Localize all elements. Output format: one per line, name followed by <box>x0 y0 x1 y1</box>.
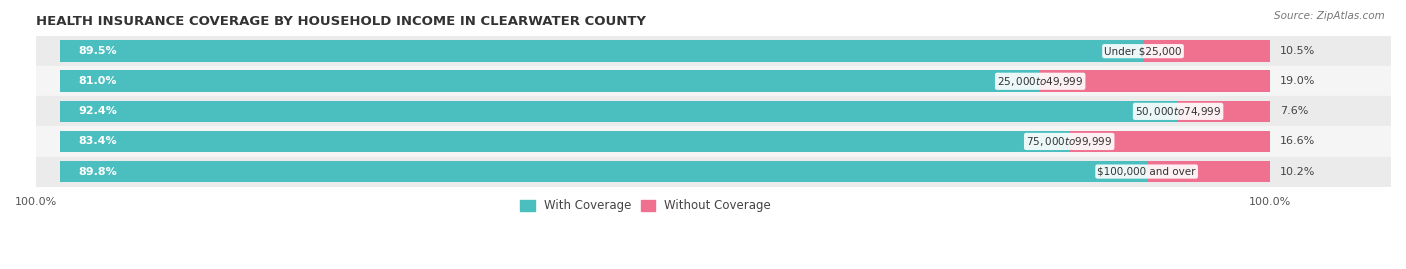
Text: 89.5%: 89.5% <box>79 46 117 56</box>
Bar <box>60 131 1069 152</box>
Legend: With Coverage, Without Coverage: With Coverage, Without Coverage <box>515 193 778 218</box>
Bar <box>1069 131 1270 152</box>
Text: 92.4%: 92.4% <box>79 106 117 116</box>
Text: 7.6%: 7.6% <box>1279 106 1308 116</box>
Text: 83.4%: 83.4% <box>79 136 117 146</box>
Text: $75,000 to $99,999: $75,000 to $99,999 <box>1026 135 1112 148</box>
Text: $25,000 to $49,999: $25,000 to $49,999 <box>997 75 1084 88</box>
Bar <box>1040 70 1270 92</box>
Bar <box>60 161 1147 182</box>
Bar <box>60 70 1040 92</box>
Text: 81.0%: 81.0% <box>79 76 117 86</box>
Text: 16.6%: 16.6% <box>1279 136 1315 146</box>
Text: 10.2%: 10.2% <box>1279 167 1315 176</box>
Bar <box>60 40 1143 62</box>
Text: HEALTH INSURANCE COVERAGE BY HOUSEHOLD INCOME IN CLEARWATER COUNTY: HEALTH INSURANCE COVERAGE BY HOUSEHOLD I… <box>37 15 647 28</box>
Bar <box>1178 101 1270 122</box>
Text: $100,000 and over: $100,000 and over <box>1098 167 1197 176</box>
Bar <box>37 66 1391 96</box>
Text: 19.0%: 19.0% <box>1279 76 1315 86</box>
Bar <box>37 36 1391 66</box>
Bar <box>37 157 1391 187</box>
Text: 89.8%: 89.8% <box>79 167 117 176</box>
Text: $50,000 to $74,999: $50,000 to $74,999 <box>1135 105 1222 118</box>
Text: Under $25,000: Under $25,000 <box>1104 46 1182 56</box>
Bar <box>60 101 1178 122</box>
Bar <box>1147 161 1270 182</box>
Bar <box>37 96 1391 126</box>
Text: Source: ZipAtlas.com: Source: ZipAtlas.com <box>1274 11 1385 21</box>
Text: 10.5%: 10.5% <box>1279 46 1315 56</box>
Bar <box>1143 40 1270 62</box>
Bar <box>37 126 1391 157</box>
